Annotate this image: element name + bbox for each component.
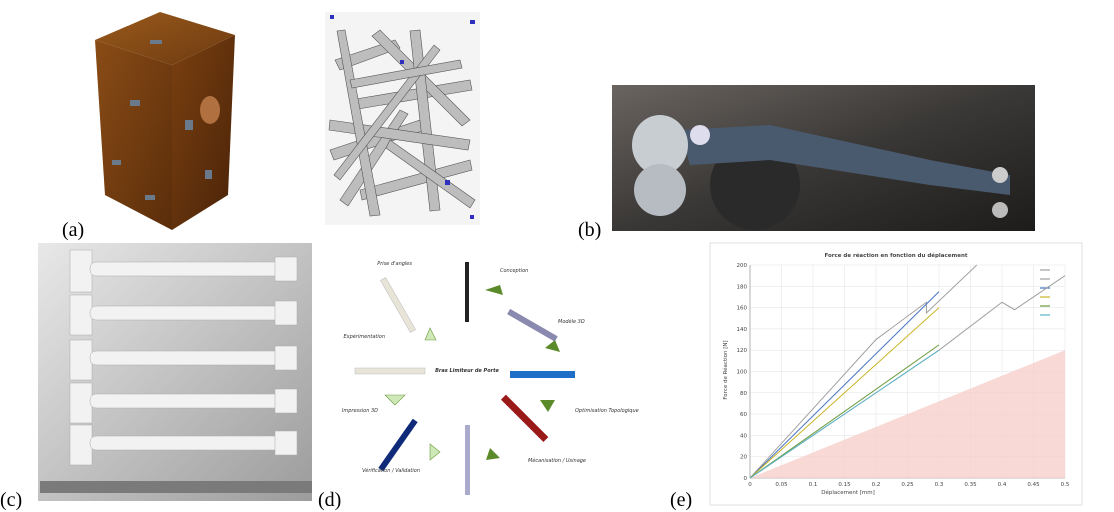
x-tick-label: 0.45 (1027, 482, 1040, 488)
step-label: Impression 3D (342, 408, 378, 414)
y-tick-label: 200 (737, 263, 748, 269)
step-label: Modèle 3D (558, 318, 585, 325)
x-tick-label: 0.2 (872, 482, 881, 488)
panel-label: (e) (670, 489, 692, 511)
x-tick-label: 0.1 (809, 482, 818, 488)
figure: (a) (b) (c) (d) (e) Bras Limiteur de Por… (0, 0, 1114, 512)
x-tick-label: 0.5 (1061, 482, 1070, 488)
y-tick-label: 160 (737, 306, 748, 312)
y-axis-label: Force de Réaction [N] (722, 340, 729, 399)
panel-label: (b) (578, 219, 601, 241)
x-tick-label: 0.05 (775, 482, 788, 488)
step-label: Mécanisation / Usinage (528, 457, 586, 464)
y-tick-label: 120 (737, 348, 748, 354)
x-tick-label: 0.3 (935, 482, 944, 488)
printed-arms-photo (38, 243, 312, 501)
panel-label: (d) (318, 489, 341, 511)
y-tick-label: 60 (740, 412, 747, 418)
step-label: Vérification / Validation (362, 467, 420, 474)
y-tick-label: 140 (737, 327, 748, 333)
x-tick-label: 0.4 (998, 482, 1007, 488)
x-tick-label: 0 (748, 482, 752, 488)
panel-label: (a) (62, 219, 84, 241)
x-tick-label: 0.15 (838, 482, 851, 488)
y-tick-label: 40 (740, 433, 747, 439)
y-tick-label: 20 (740, 455, 747, 461)
y-tick-label: 100 (737, 370, 748, 376)
y-tick-label: 80 (740, 391, 747, 397)
diagram-center: Bras Limiteur de Porte (435, 368, 499, 374)
door-arm-photo (612, 85, 1035, 231)
y-tick-label: 0 (744, 476, 748, 482)
chart-title: Force de réaction en fonction du déplace… (824, 252, 967, 259)
step-label: Prise d'angles (377, 261, 412, 267)
panel-label: (c) (0, 489, 22, 511)
x-tick-label: 0.35 (964, 482, 977, 488)
step-label: Conception (500, 268, 528, 274)
y-tick-label: 180 (737, 284, 748, 290)
fiber-render (325, 12, 480, 225)
step-label: Optimisation Topologique (575, 408, 639, 414)
x-tick-label: 0.25 (901, 482, 914, 488)
step-label: Expérimentation (343, 333, 385, 340)
cube-render (95, 12, 235, 230)
x-axis-label: Déplacement [mm] (821, 489, 875, 496)
